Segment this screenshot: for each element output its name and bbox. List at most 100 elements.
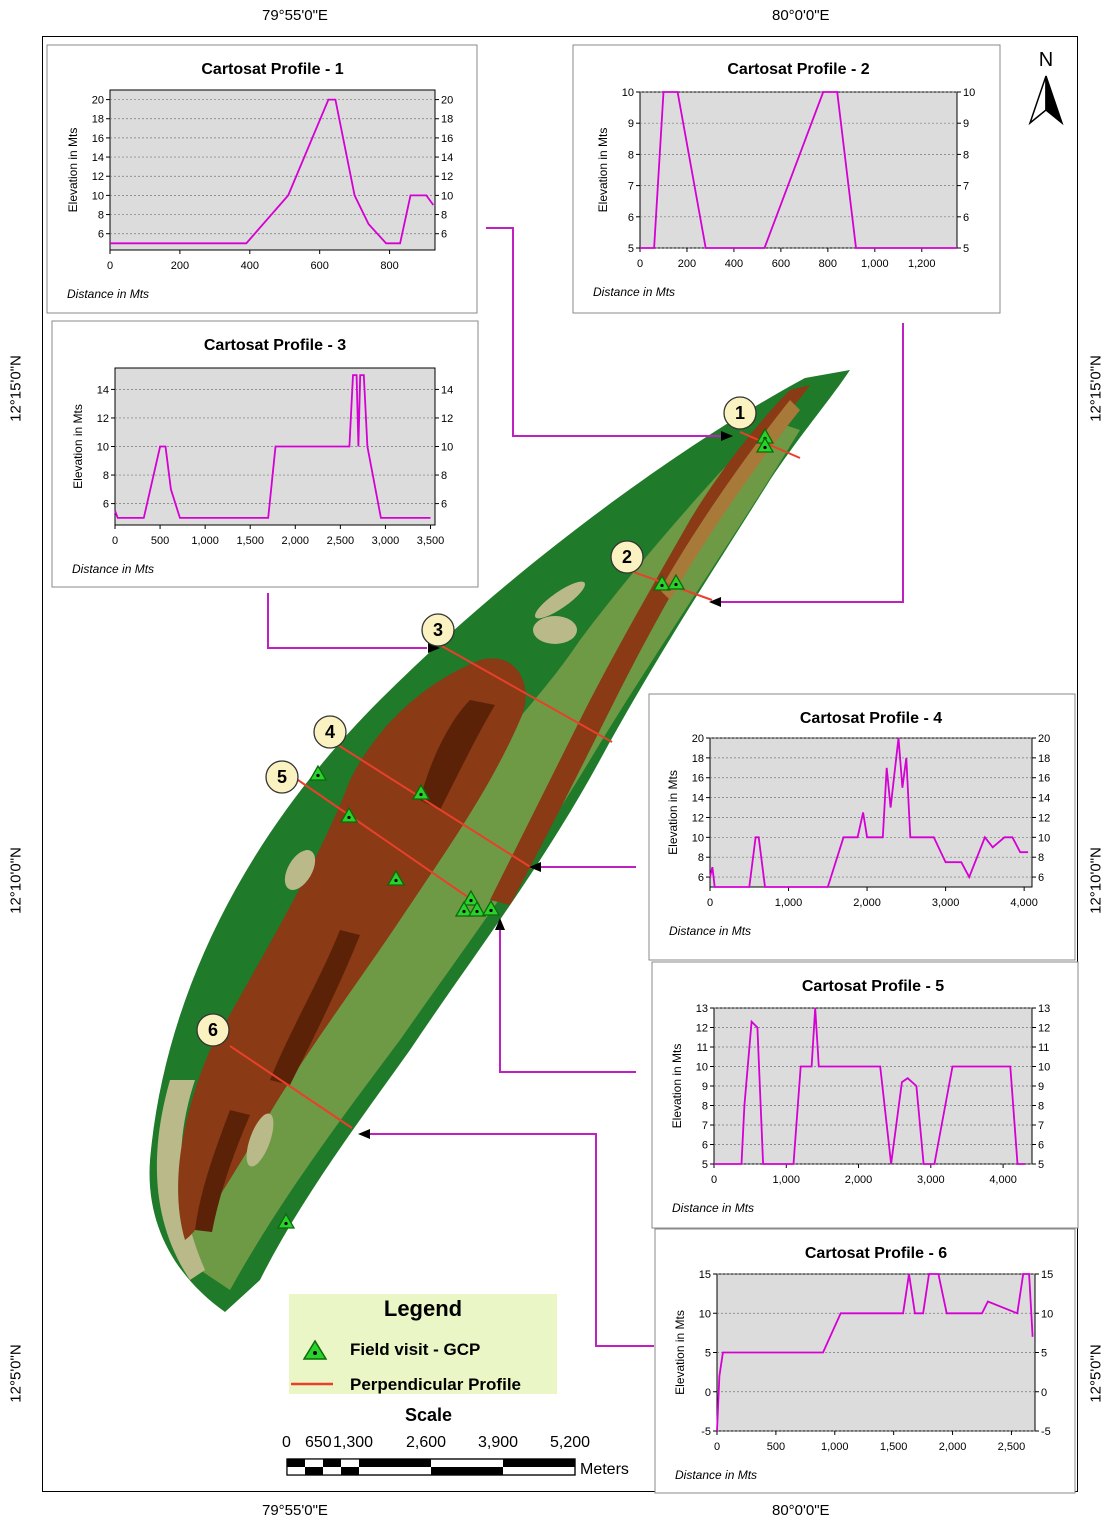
y-tick-label: 10 — [692, 832, 704, 844]
y-tick-label-right: 15 — [1041, 1269, 1053, 1281]
y-tick-label: 8 — [628, 149, 634, 161]
marker-label: 1 — [735, 403, 745, 423]
gcp-triangle-icon — [411, 783, 431, 800]
y-tick-label: -5 — [701, 1426, 711, 1438]
y-tick-label: 11 — [697, 1042, 708, 1054]
y-tick-label-right: 12 — [441, 413, 453, 425]
y-tick-label-right: 7 — [963, 181, 969, 193]
y-tick-label-right: 8 — [441, 470, 447, 482]
y-axis-label: Elevation in Mts — [71, 404, 85, 489]
scale-segment — [305, 1459, 323, 1467]
scale-segment — [359, 1459, 431, 1467]
legend-item-profile: Perpendicular Profile — [350, 1375, 521, 1394]
y-tick-label-right: 8 — [963, 149, 969, 161]
y-tick-label: 10 — [92, 190, 104, 202]
gcp-triangle-icon — [308, 764, 328, 781]
scale-bar — [286, 1458, 576, 1476]
y-tick-label: 8 — [98, 210, 104, 222]
profile-series-line — [709, 737, 1029, 888]
gcp-triangle-icon — [276, 1212, 296, 1229]
profile-marker-6: 6 — [196, 1013, 230, 1047]
connector-arrow-6 — [368, 1133, 654, 1347]
x-axis-label: Distance in Mts — [593, 285, 675, 299]
zone-darkbrown-3 — [195, 1110, 250, 1232]
y-tick-label-right: 10 — [441, 442, 453, 454]
y-tick-label-right: 6 — [963, 212, 969, 224]
x-tick-label: 3,500 — [417, 535, 445, 547]
x-tick-label: 400 — [725, 258, 743, 270]
scale-segment — [323, 1459, 341, 1467]
scale-number-4: 3,900 — [478, 1434, 519, 1451]
x-tick-label: 2,500 — [327, 535, 355, 547]
coord-bottom-left: 79°55'0"E — [262, 1502, 328, 1519]
legend-title: Legend — [383, 1296, 463, 1321]
x-tick-label: 2,500 — [998, 1441, 1026, 1453]
y-tick-label-right: 6 — [1038, 872, 1044, 884]
y-tick-label-right: 14 — [441, 152, 453, 164]
y-tick-label-right: 12 — [1038, 812, 1050, 824]
y-axis-label: Elevation in Mts — [670, 1044, 684, 1129]
y-tick-label: 0 — [705, 1387, 711, 1399]
y-tick-label: 14 — [97, 384, 109, 396]
x-tick-label: 0 — [107, 260, 113, 272]
y-tick-label: 12 — [97, 413, 109, 425]
scale-segment — [341, 1459, 359, 1467]
zone-brown-ridge — [490, 385, 810, 905]
scale-segment — [503, 1459, 575, 1467]
y-tick-label: 8 — [698, 852, 704, 864]
y-tick-label: 10 — [622, 87, 634, 99]
y-tick-label: 5 — [628, 243, 634, 255]
y-tick-label: 6 — [98, 229, 104, 241]
scale-title: Scale — [405, 1405, 453, 1425]
legend-panel — [289, 1294, 557, 1394]
x-tick-label: 600 — [772, 258, 790, 270]
plot-area — [109, 89, 436, 251]
y-tick-label: 8 — [103, 470, 109, 482]
y-tick-label: 12 — [92, 171, 104, 183]
chart-title: Cartosat Profile - 6 — [805, 1245, 947, 1262]
x-tick-label: 0 — [707, 897, 713, 909]
scale-number-2: 1,300 — [333, 1434, 374, 1451]
x-tick-label: 0 — [711, 1174, 717, 1186]
x-tick-label: 1,000 — [773, 1174, 801, 1186]
marker-label: 5 — [277, 767, 287, 787]
connector-arrow-2 — [718, 323, 904, 603]
y-tick-label-right: 18 — [1038, 753, 1050, 765]
y-tick-label-right: 14 — [1038, 793, 1050, 805]
scale-segment — [287, 1467, 305, 1475]
marker-label: 3 — [433, 620, 443, 640]
y-tick-label: 10 — [699, 1308, 711, 1320]
y-axis-label: Elevation in Mts — [66, 128, 80, 213]
y-tick-label-right: 14 — [441, 384, 453, 396]
y-axis-label: Elevation in Mts — [596, 128, 610, 213]
scale-segment — [341, 1467, 359, 1475]
x-tick-label: 1,000 — [775, 897, 803, 909]
legend-item-gcp: Field visit - GCP — [350, 1340, 481, 1359]
gcp-group — [276, 427, 775, 1229]
scale-number-5: 5,200 — [550, 1434, 591, 1451]
map-frame — [42, 36, 1078, 1492]
y-tick-label: 5 — [702, 1159, 708, 1171]
profile-series-line — [110, 98, 435, 245]
scale-segment — [287, 1459, 305, 1467]
chart-title: Cartosat Profile - 3 — [204, 337, 346, 354]
zone-khaki-patch-4 — [246, 1113, 274, 1167]
x-tick-label: 1,200 — [908, 258, 936, 270]
x-tick-label: 0 — [637, 258, 643, 270]
y-tick-label: 6 — [628, 212, 634, 224]
y-tick-label-right: 10 — [1038, 1062, 1050, 1074]
y-tick-label-right: 10 — [441, 190, 453, 202]
chart-title: Cartosat Profile - 2 — [727, 61, 869, 78]
north-label: N — [1039, 49, 1053, 71]
y-tick-label: 13 — [696, 1003, 708, 1015]
y-tick-label-right: 16 — [1038, 773, 1050, 785]
x-tick-label: 1,000 — [861, 258, 889, 270]
y-tick-label: 16 — [92, 133, 104, 145]
legend-profile-line-icon — [291, 1382, 333, 1386]
x-tick-label: 3,000 — [932, 897, 960, 909]
profile-marker-2: 2 — [610, 540, 644, 574]
scale-segment — [431, 1467, 503, 1475]
y-tick-label: 16 — [692, 773, 704, 785]
y-tick-label-right: 20 — [441, 95, 453, 107]
